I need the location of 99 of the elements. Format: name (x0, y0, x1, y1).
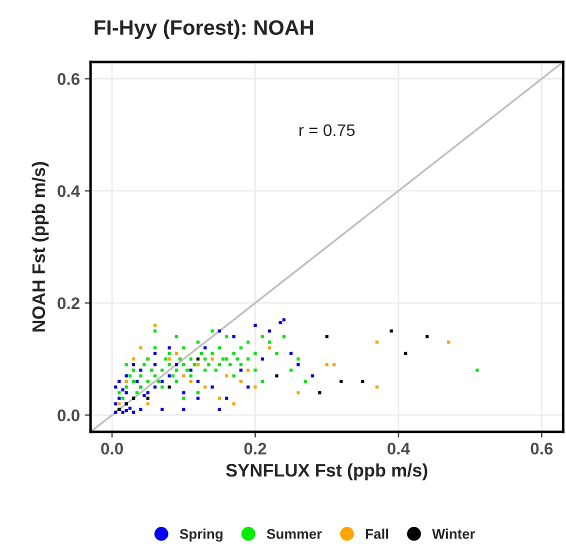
point (310, 374, 314, 378)
y-tick-label: 0.0 (58, 409, 80, 422)
point (196, 357, 200, 361)
point (153, 363, 157, 366)
point (189, 368, 192, 372)
point (182, 391, 186, 394)
point (124, 374, 128, 378)
point (132, 410, 136, 414)
point (139, 368, 142, 372)
point (361, 380, 364, 383)
point (210, 385, 214, 389)
point (239, 380, 242, 383)
point (139, 346, 142, 350)
point (325, 335, 328, 338)
point (375, 385, 379, 389)
point (182, 374, 186, 378)
point (160, 380, 164, 383)
point (196, 396, 200, 400)
point (146, 391, 150, 394)
point (218, 408, 222, 412)
legend-label: Spring (180, 528, 222, 542)
point (128, 406, 132, 410)
y-axis-title: NOAH Fst (ppb m/s) (32, 162, 49, 332)
x-tick-label: 0.0 (101, 442, 123, 455)
point (168, 357, 171, 361)
point (121, 410, 124, 414)
point (182, 408, 186, 412)
legend-label: Fall (366, 528, 388, 539)
point (340, 380, 343, 383)
point (168, 346, 171, 350)
point (375, 340, 379, 344)
point (146, 396, 150, 400)
point (332, 363, 336, 366)
point (114, 385, 118, 389)
point (153, 352, 157, 355)
y-tick-label: 0.6 (58, 73, 80, 85)
point (447, 340, 450, 344)
point (132, 363, 136, 366)
x-tick-label: 0.6 (530, 442, 553, 455)
point (118, 402, 121, 406)
point (275, 374, 278, 378)
point (142, 394, 146, 398)
point (118, 396, 121, 400)
point (239, 368, 242, 372)
point (404, 352, 408, 355)
annotation: r = 0.75 (299, 124, 355, 136)
x-tick-label: 0.2 (244, 442, 266, 455)
point (390, 329, 393, 333)
point (189, 380, 192, 383)
point (174, 363, 178, 366)
point (254, 385, 257, 389)
point (246, 368, 250, 372)
point (168, 385, 171, 389)
x-axis-title: SYNFLUX Fst (ppb m/s) (226, 463, 428, 480)
point (318, 391, 322, 394)
point (114, 410, 118, 414)
point (232, 402, 236, 406)
point (153, 385, 157, 389)
point (132, 357, 136, 361)
point (426, 335, 429, 338)
point (168, 374, 171, 378)
point (246, 385, 250, 389)
point (225, 374, 228, 378)
point (268, 346, 272, 350)
point (296, 363, 300, 366)
point (118, 380, 121, 383)
point (210, 357, 214, 361)
y-tick-label: 0.2 (58, 297, 80, 310)
point (204, 346, 207, 350)
point (254, 324, 257, 327)
point (296, 391, 300, 394)
point (153, 324, 157, 327)
point (124, 391, 128, 394)
point (232, 335, 236, 338)
point (325, 363, 328, 366)
point (139, 408, 142, 412)
point (196, 380, 200, 383)
point (278, 321, 282, 324)
chart-title: FI-Hyy (Forest): NOAH (94, 20, 314, 40)
point (268, 329, 272, 333)
x-tick-label: 0.4 (388, 442, 410, 455)
point (290, 352, 293, 355)
point (136, 380, 139, 383)
point (160, 408, 164, 412)
point (204, 385, 207, 389)
point (260, 357, 264, 361)
point (218, 329, 222, 333)
point (282, 318, 286, 322)
point (225, 396, 228, 400)
point (124, 380, 128, 383)
point (218, 396, 222, 400)
legend-label: Summer (266, 529, 322, 539)
point (114, 402, 118, 406)
point (174, 352, 178, 355)
point (124, 409, 128, 412)
y-tick-label: 0.4 (58, 185, 80, 198)
point (146, 402, 150, 406)
legend-label: Winter (432, 528, 475, 539)
point (121, 388, 124, 392)
